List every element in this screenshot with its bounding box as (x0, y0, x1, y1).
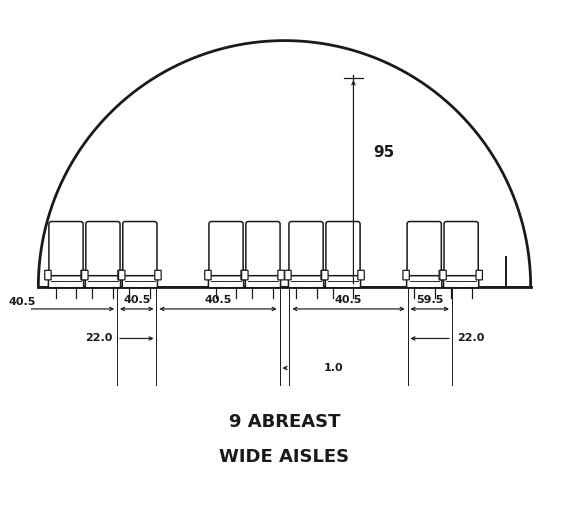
Text: 22.0: 22.0 (85, 333, 112, 344)
Text: 9 ABREAST: 9 ABREAST (229, 413, 340, 431)
FancyBboxPatch shape (205, 270, 211, 280)
Text: WIDE AISLES: WIDE AISLES (220, 447, 349, 465)
FancyBboxPatch shape (122, 272, 158, 288)
FancyBboxPatch shape (358, 270, 364, 280)
FancyBboxPatch shape (325, 272, 361, 288)
FancyBboxPatch shape (407, 272, 442, 288)
FancyBboxPatch shape (81, 270, 88, 280)
FancyBboxPatch shape (208, 272, 244, 288)
FancyBboxPatch shape (245, 272, 281, 288)
FancyBboxPatch shape (241, 270, 248, 280)
Text: 40.5: 40.5 (335, 295, 362, 305)
FancyBboxPatch shape (440, 270, 446, 280)
FancyBboxPatch shape (284, 270, 291, 280)
FancyBboxPatch shape (439, 270, 446, 280)
FancyBboxPatch shape (118, 270, 124, 280)
FancyBboxPatch shape (476, 270, 483, 280)
Text: 40.5: 40.5 (9, 296, 36, 307)
FancyBboxPatch shape (242, 270, 248, 280)
FancyBboxPatch shape (321, 270, 327, 280)
FancyBboxPatch shape (118, 270, 125, 280)
FancyBboxPatch shape (403, 270, 409, 280)
FancyBboxPatch shape (49, 222, 83, 275)
Text: 95: 95 (373, 145, 394, 160)
FancyBboxPatch shape (288, 272, 324, 288)
FancyBboxPatch shape (278, 270, 284, 280)
Text: 40.5: 40.5 (123, 295, 150, 305)
FancyBboxPatch shape (86, 222, 120, 275)
FancyBboxPatch shape (155, 270, 161, 280)
Text: 1.0: 1.0 (324, 363, 344, 373)
FancyBboxPatch shape (85, 272, 121, 288)
FancyBboxPatch shape (81, 270, 87, 280)
FancyBboxPatch shape (209, 222, 243, 275)
Text: 22.0: 22.0 (457, 333, 484, 344)
FancyBboxPatch shape (48, 272, 84, 288)
FancyBboxPatch shape (123, 222, 157, 275)
FancyBboxPatch shape (45, 270, 51, 280)
FancyBboxPatch shape (326, 222, 360, 275)
FancyBboxPatch shape (321, 270, 328, 280)
FancyBboxPatch shape (443, 272, 479, 288)
FancyBboxPatch shape (407, 222, 442, 275)
Text: 40.5: 40.5 (204, 295, 232, 305)
FancyBboxPatch shape (444, 222, 479, 275)
FancyBboxPatch shape (289, 222, 323, 275)
FancyBboxPatch shape (246, 222, 280, 275)
Text: 59.5: 59.5 (416, 295, 443, 305)
